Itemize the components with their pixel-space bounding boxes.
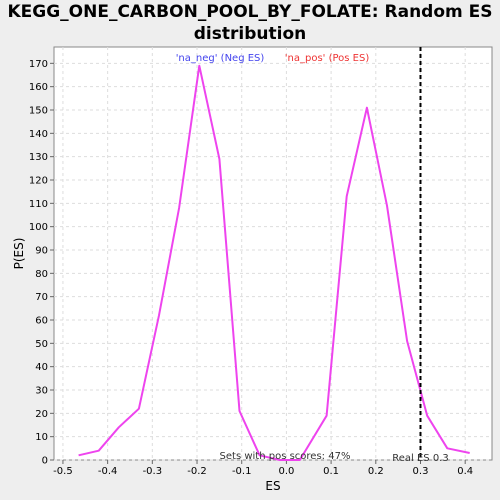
y-tick-label: 160 bbox=[29, 82, 48, 93]
y-tick-label: 100 bbox=[29, 222, 48, 233]
es-distribution-line bbox=[78, 64, 470, 461]
chart-title-line1: KEGG_ONE_CARBON_POOL_BY_FOLATE: Random E… bbox=[7, 2, 493, 22]
y-tick-label: 110 bbox=[29, 199, 48, 210]
x-tick-label: 0.2 bbox=[368, 466, 384, 477]
y-tick-label: 0 bbox=[42, 456, 48, 467]
legend-neg: 'na_neg' (Neg ES) bbox=[176, 53, 265, 64]
plot-area bbox=[53, 46, 493, 461]
y-tick-label: 170 bbox=[29, 59, 48, 70]
y-tick-label: 120 bbox=[29, 176, 48, 187]
legend-pos: 'na_pos' (Pos ES) bbox=[285, 53, 370, 64]
x-tick-label: 0.1 bbox=[323, 466, 339, 477]
y-tick-label: 30 bbox=[35, 386, 48, 397]
y-tick-label: 150 bbox=[29, 106, 48, 117]
real-es-label: Real ES 0.3 bbox=[392, 453, 448, 464]
grid-lines bbox=[54, 47, 492, 461]
y-tick-label: 70 bbox=[35, 292, 48, 303]
axes: 0 10 20 30 40 50 60 70 80 90 100 110 120 130 140 150 160… bbox=[29, 59, 473, 477]
chart-title-line2: distribution bbox=[193, 24, 307, 44]
y-tick-label: 10 bbox=[35, 432, 48, 443]
x-tick-label: 0.3 bbox=[413, 466, 429, 477]
x-tick-label: -0.1 bbox=[232, 466, 252, 477]
y-tick-label: 90 bbox=[35, 246, 48, 257]
series-group bbox=[78, 64, 470, 461]
y-tick-label: 130 bbox=[29, 152, 48, 163]
x-axis-title: ES bbox=[265, 479, 280, 493]
x-tick-label: -0.3 bbox=[143, 466, 163, 477]
y-tick-label: 60 bbox=[35, 316, 48, 327]
x-tick-label: 0.4 bbox=[457, 466, 473, 477]
pos-scores-annotation: Sets with pos scores: 47% bbox=[220, 451, 351, 462]
y-axis-title: P(ES) bbox=[12, 238, 26, 270]
x-tick-label: -0.4 bbox=[98, 466, 118, 477]
y-tick-label: 140 bbox=[29, 129, 48, 140]
y-tick-label: 40 bbox=[35, 362, 48, 373]
y-tick-label: 50 bbox=[35, 339, 48, 350]
y-tick-label: 80 bbox=[35, 269, 48, 280]
y-tick-label: 20 bbox=[35, 409, 48, 420]
x-tick-label: -0.2 bbox=[187, 466, 207, 477]
x-tick-label: 0.0 bbox=[278, 466, 294, 477]
x-tick-label: -0.5 bbox=[53, 466, 73, 477]
